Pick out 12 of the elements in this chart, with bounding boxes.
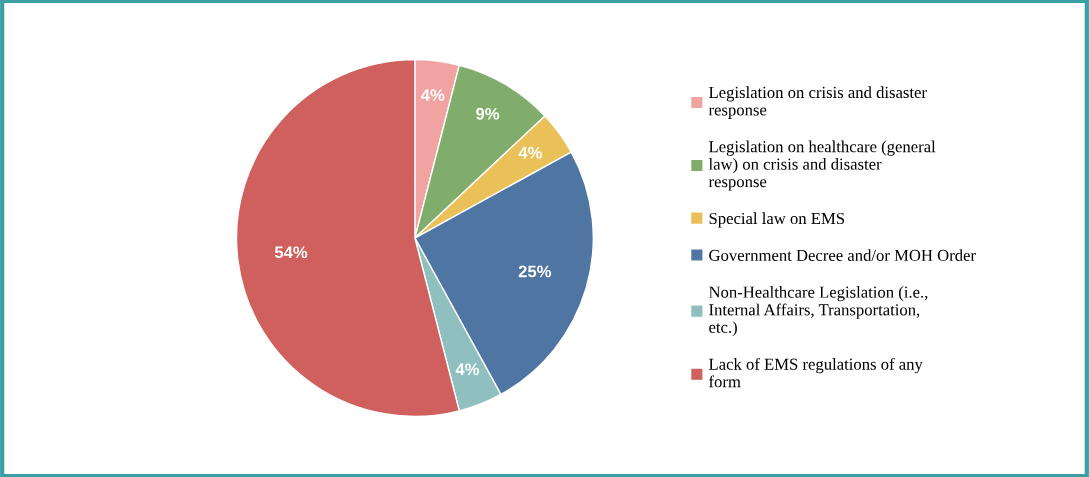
- legend-label: Non-Healthcare Legislation (i.e., Internal Affairs, Transportation, etc.): [708, 286, 928, 337]
- legend-label: Legislation on healthcare (general law) on crisis and disaster response: [708, 140, 936, 191]
- legend-label: Lack of EMS regulations of any form: [708, 357, 923, 388]
- data-label: 4%: [421, 89, 445, 101]
- legend-label: Legislation on crisis and disaster response: [708, 86, 927, 119]
- legend-label: Government Decree and/or MOH Order: [709, 249, 976, 261]
- data-label: 9%: [476, 107, 500, 120]
- legend-label: Special law on EMS: [709, 212, 845, 228]
- data-label: 54%: [274, 246, 308, 259]
- data-label: 4%: [518, 146, 542, 159]
- data-label: 25%: [518, 265, 552, 278]
- data-label: 4%: [455, 363, 480, 376]
